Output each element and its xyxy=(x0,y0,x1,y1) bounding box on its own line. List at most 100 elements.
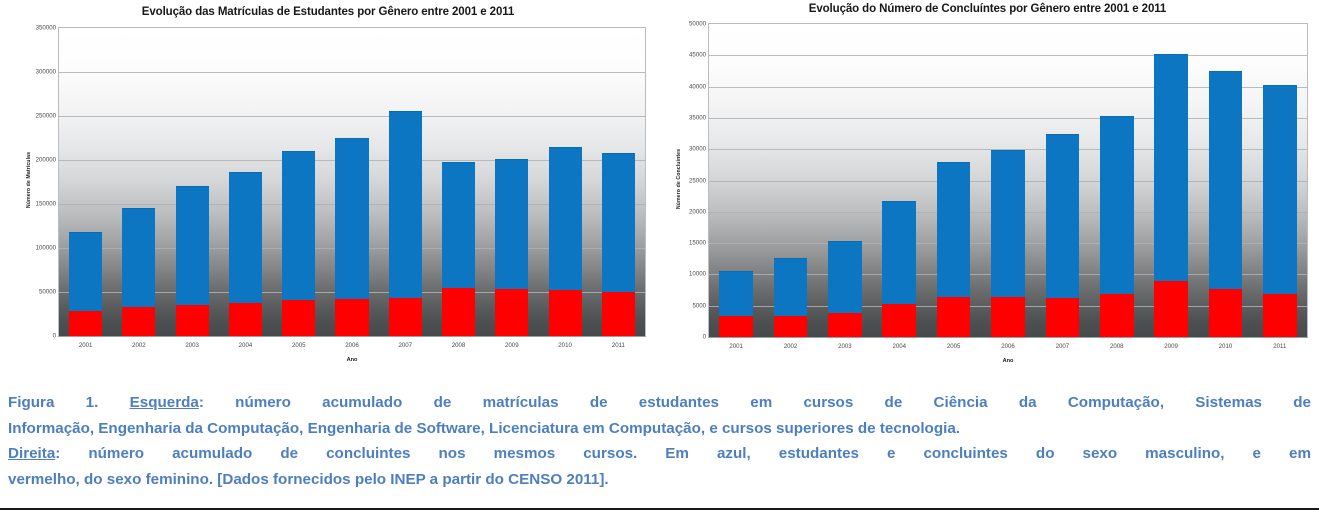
x-tick-label: 2002 xyxy=(783,343,798,350)
gridline xyxy=(59,72,645,73)
x-tick-label: 2004 xyxy=(238,342,253,349)
y-tick-label: 300000 xyxy=(35,68,56,76)
x-tick-label: 2010 xyxy=(558,342,572,349)
stacked-bar xyxy=(69,232,103,336)
stacked-bar xyxy=(1154,54,1188,337)
bar-segment-masculino xyxy=(882,200,917,305)
bar-segment-masculino xyxy=(1208,70,1243,289)
x-tick-label: 2011 xyxy=(611,342,625,349)
bar-segment-masculino xyxy=(69,232,103,312)
plot-area-concluintes xyxy=(708,23,1308,338)
y-tick-label: 25000 xyxy=(689,177,706,184)
caption-line-3: Direita: número acumulado de concluintes… xyxy=(8,441,1311,467)
bar-segment-masculino xyxy=(773,258,808,316)
bar-segment-masculino xyxy=(388,111,422,298)
y-tick-label: 45000 xyxy=(689,51,706,59)
caption-line-2: Informação, Engenharia da Computação, En… xyxy=(8,419,960,437)
bar-segment-masculino xyxy=(601,152,635,292)
bar-segment-masculino xyxy=(442,162,476,289)
bar-segment-feminino xyxy=(1208,288,1243,337)
bar-segment-feminino xyxy=(719,316,754,337)
x-tick-label: 2002 xyxy=(132,342,146,349)
bar-segment-masculino xyxy=(548,146,582,291)
x-tick-label: 2005 xyxy=(946,343,961,350)
x-tick-label: 2003 xyxy=(185,342,199,349)
x-tick-label: 2010 xyxy=(1218,343,1233,350)
bar-segment-masculino xyxy=(1262,85,1297,295)
figure-caption-box: Figura 1. Esquerda: número acumulado de … xyxy=(0,384,1319,510)
y-tick-label: 0 xyxy=(702,333,706,341)
bar-segment-masculino xyxy=(991,149,1025,297)
stacked-bar xyxy=(282,151,316,336)
gridline xyxy=(59,116,645,117)
x-tick-label: 2011 xyxy=(1273,343,1287,350)
bar-segment-masculino xyxy=(282,151,316,301)
caption-line-4: vermelho, do sexo feminino. [Dados forne… xyxy=(8,470,609,488)
chart-title-concluintes: Evolução do Número de Concluíntes por Gê… xyxy=(808,3,1167,15)
x-tick-label: 2009 xyxy=(505,342,519,349)
bar-segment-masculino xyxy=(122,208,156,307)
bar-segment-feminino xyxy=(936,296,971,337)
x-tick-label: 2005 xyxy=(291,342,306,349)
bar-segment-feminino xyxy=(282,300,316,336)
bar-segment-feminino xyxy=(69,311,103,336)
bar-segment-feminino xyxy=(1099,294,1134,337)
y-axis-ticks-concluintes: 0 5000 10000 15000 20000 25000 30000 35000 40000… xyxy=(664,20,706,341)
bar-segment-feminino xyxy=(175,304,209,336)
bar-segment-feminino xyxy=(1154,280,1188,337)
caption-keyword-direita: Direita xyxy=(8,445,56,462)
x-tick-label: 2004 xyxy=(892,343,907,350)
bar-segment-masculino xyxy=(335,138,369,300)
y-tick-label: 0 xyxy=(52,332,56,340)
bar-segment-feminino xyxy=(548,290,582,336)
bar-segment-feminino xyxy=(228,303,262,336)
y-tick-label: 100000 xyxy=(35,244,56,252)
gridline xyxy=(709,117,1307,119)
x-tick-label: 2001 xyxy=(729,343,743,350)
bar-segment-feminino xyxy=(442,288,476,336)
bar-segment-feminino xyxy=(773,315,808,337)
stacked-bar xyxy=(1099,116,1134,337)
bar-segment-feminino xyxy=(882,304,917,337)
bar-segment-feminino xyxy=(495,289,529,336)
stacked-bar xyxy=(719,270,754,337)
stacked-bar xyxy=(601,152,635,336)
y-tick-label: 50000 xyxy=(689,20,706,28)
bar-segment-masculino xyxy=(1154,54,1188,281)
bar-segment-masculino xyxy=(175,186,209,305)
chart-panel-concluintes: Evolução do Número de Concluíntes por Gê… xyxy=(656,0,1319,382)
y-tick-label: 250000 xyxy=(35,112,56,120)
bar-layer-concluintes xyxy=(709,24,1307,337)
bar-segment-feminino xyxy=(991,296,1025,337)
bar-segment-feminino xyxy=(828,313,862,337)
bar-segment-feminino xyxy=(388,297,422,336)
stacked-bar xyxy=(773,258,808,337)
stacked-bar xyxy=(1262,85,1297,337)
x-tick-label: 2003 xyxy=(838,343,852,350)
stacked-bar xyxy=(882,200,917,337)
x-tick-label: 2006 xyxy=(1001,343,1015,350)
x-tick-label: 2008 xyxy=(451,342,466,349)
bar-segment-masculino xyxy=(719,270,754,317)
x-axis-label-matriculas: Ano xyxy=(346,357,358,363)
y-tick-label: 150000 xyxy=(35,200,56,208)
chart-panel-matriculas: Evolução das Matrículas de Estudantes po… xyxy=(0,0,656,382)
bar-segment-masculino xyxy=(1045,134,1080,298)
bar-segment-masculino xyxy=(228,171,262,303)
caption-line-1-text: : número acumulado de matrículas de estu… xyxy=(198,394,1311,411)
figure-caption: Figura 1. Esquerda: número acumulado de … xyxy=(8,390,1311,492)
y-tick-label: 40000 xyxy=(689,83,706,91)
bar-segment-feminino xyxy=(122,306,156,336)
y-tick-label: 20000 xyxy=(689,208,706,216)
y-tick-label: 200000 xyxy=(35,156,56,164)
x-tick-label: 2007 xyxy=(398,342,413,349)
bar-segment-masculino xyxy=(936,162,971,297)
y-tick-label: 10000 xyxy=(689,270,706,278)
caption-line-3-text: : número acumulado de concluintes nos me… xyxy=(55,445,1311,462)
bar-segment-feminino xyxy=(335,299,369,336)
x-axis-label-concluintes: Ano xyxy=(1002,358,1014,364)
caption-keyword-esquerda: Esquerda xyxy=(129,394,199,411)
stacked-bar xyxy=(1045,134,1080,337)
y-axis-ticks-matriculas: 0 50000 100000 150000 200000 250000 300000 3500… xyxy=(14,25,56,340)
